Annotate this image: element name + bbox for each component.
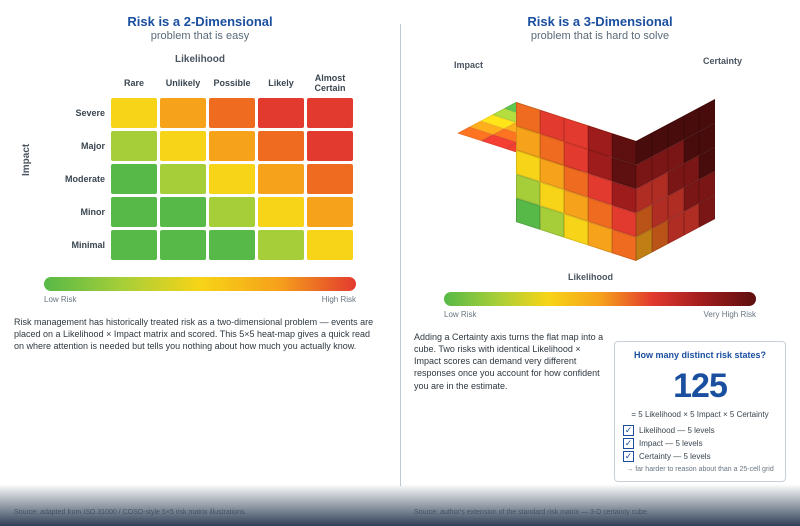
col-header: Unlikely (160, 71, 206, 95)
grad-low-3d: Low Risk (444, 310, 476, 319)
checkbox-icon: ✓ (623, 425, 634, 436)
gradient-bar-2d (44, 277, 356, 291)
matrix-cell (160, 230, 206, 260)
matrix-cell (209, 131, 255, 161)
checklist-label: Likelihood — 5 levels (639, 426, 715, 435)
left-title-l2: problem that is easy (14, 30, 386, 44)
matrix-cell (111, 164, 157, 194)
col-header: Likely (258, 71, 304, 95)
right-title: Risk is a 3-Dimensional problem that is … (414, 14, 786, 44)
row-header: Severe (56, 98, 108, 128)
right-title-l1: Risk is a 3-Dimensional (527, 14, 672, 29)
right-title-l2: problem that is hard to solve (414, 30, 786, 44)
matrix-cell (307, 230, 353, 260)
checklist-label: Certainty — 5 levels (639, 452, 711, 461)
matrix-cell (111, 131, 157, 161)
grad-high: High Risk (322, 295, 356, 304)
left-title: Risk is a 2-Dimensional problem that is … (14, 14, 386, 44)
right-desc: Adding a Certainty axis turns the flat m… (414, 331, 604, 392)
card-title: How many distinct risk states? (623, 350, 777, 361)
grad-low: Low Risk (44, 295, 76, 304)
left-panel: Risk is a 2-Dimensional problem that is … (0, 0, 400, 526)
matrix-cell (111, 230, 157, 260)
grad-high-3d: Very High Risk (704, 310, 756, 319)
left-desc: Risk management has historically treated… (14, 316, 374, 352)
left-source: Source: adapted from ISO 31000 / COSO-st… (14, 509, 386, 516)
axis-likelihood: Likelihood (35, 54, 365, 65)
axis-impact: Impact (21, 144, 32, 176)
row-header: Major (56, 131, 108, 161)
matrix-cell (307, 98, 353, 128)
matrix-cell (160, 197, 206, 227)
checklist-label: Impact — 5 levels (639, 439, 703, 448)
risk-cube-3d: Impact Certainty Likelihood (450, 54, 750, 278)
right-panel: Risk is a 3-Dimensional problem that is … (400, 0, 800, 526)
matrix-cell (209, 98, 255, 128)
checklist-item: ✓ Likelihood — 5 levels (623, 425, 777, 436)
checklist-item: ✓ Certainty — 5 levels (623, 451, 777, 462)
col-header: Rare (111, 71, 157, 95)
gradient-bar-3d (444, 292, 756, 306)
col-header: Almost Certain (307, 71, 353, 95)
cube-axis-impact: Impact (454, 60, 483, 70)
row-header: Moderate (56, 164, 108, 194)
matrix-cell (258, 197, 304, 227)
card-big-number: 125 (623, 367, 777, 406)
matrix-cell (258, 98, 304, 128)
column-divider (400, 24, 401, 486)
matrix-cell (209, 197, 255, 227)
matrix-cell (307, 164, 353, 194)
matrix-cell (258, 230, 304, 260)
row-header: Minor (56, 197, 108, 227)
matrix-cell (111, 197, 157, 227)
matrix-cell (307, 131, 353, 161)
cube-axis-likelihood: Likelihood (568, 272, 613, 282)
row-header: Minimal (56, 230, 108, 260)
cube-axis-certainty: Certainty (703, 56, 742, 66)
checkbox-icon: ✓ (623, 438, 634, 449)
matrix-cell (160, 164, 206, 194)
gradient-labels-2d: Low Risk High Risk (44, 295, 356, 304)
gradient-labels-3d: Low Risk Very High Risk (444, 310, 756, 319)
checklist-item: ✓ Impact — 5 levels (623, 438, 777, 449)
card-formula: = 5 Likelihood × 5 Impact × 5 Certainty (623, 410, 777, 419)
matrix-cell (209, 230, 255, 260)
matrix-cell (160, 98, 206, 128)
matrix-cell (111, 98, 157, 128)
matrix-cell (258, 164, 304, 194)
col-header: Possible (209, 71, 255, 95)
risk-matrix-2d: Likelihood Impact RareUnlikelyPossibleLi… (35, 54, 365, 263)
left-title-l1: Risk is a 2-Dimensional (127, 14, 272, 29)
matrix-table: RareUnlikelyPossibleLikelyAlmost Certain… (53, 68, 356, 263)
matrix-cell (258, 131, 304, 161)
right-source: Source: author's extension of the standa… (414, 509, 786, 516)
card-foot: → far harder to reason about than a 25-c… (623, 466, 777, 473)
states-card: How many distinct risk states? 125 = 5 L… (614, 341, 786, 482)
matrix-cell (307, 197, 353, 227)
matrix-cell (209, 164, 255, 194)
checkbox-icon: ✓ (623, 451, 634, 462)
card-checklist: ✓ Likelihood — 5 levels ✓ Impact — 5 levels… (623, 425, 777, 462)
matrix-cell (160, 131, 206, 161)
